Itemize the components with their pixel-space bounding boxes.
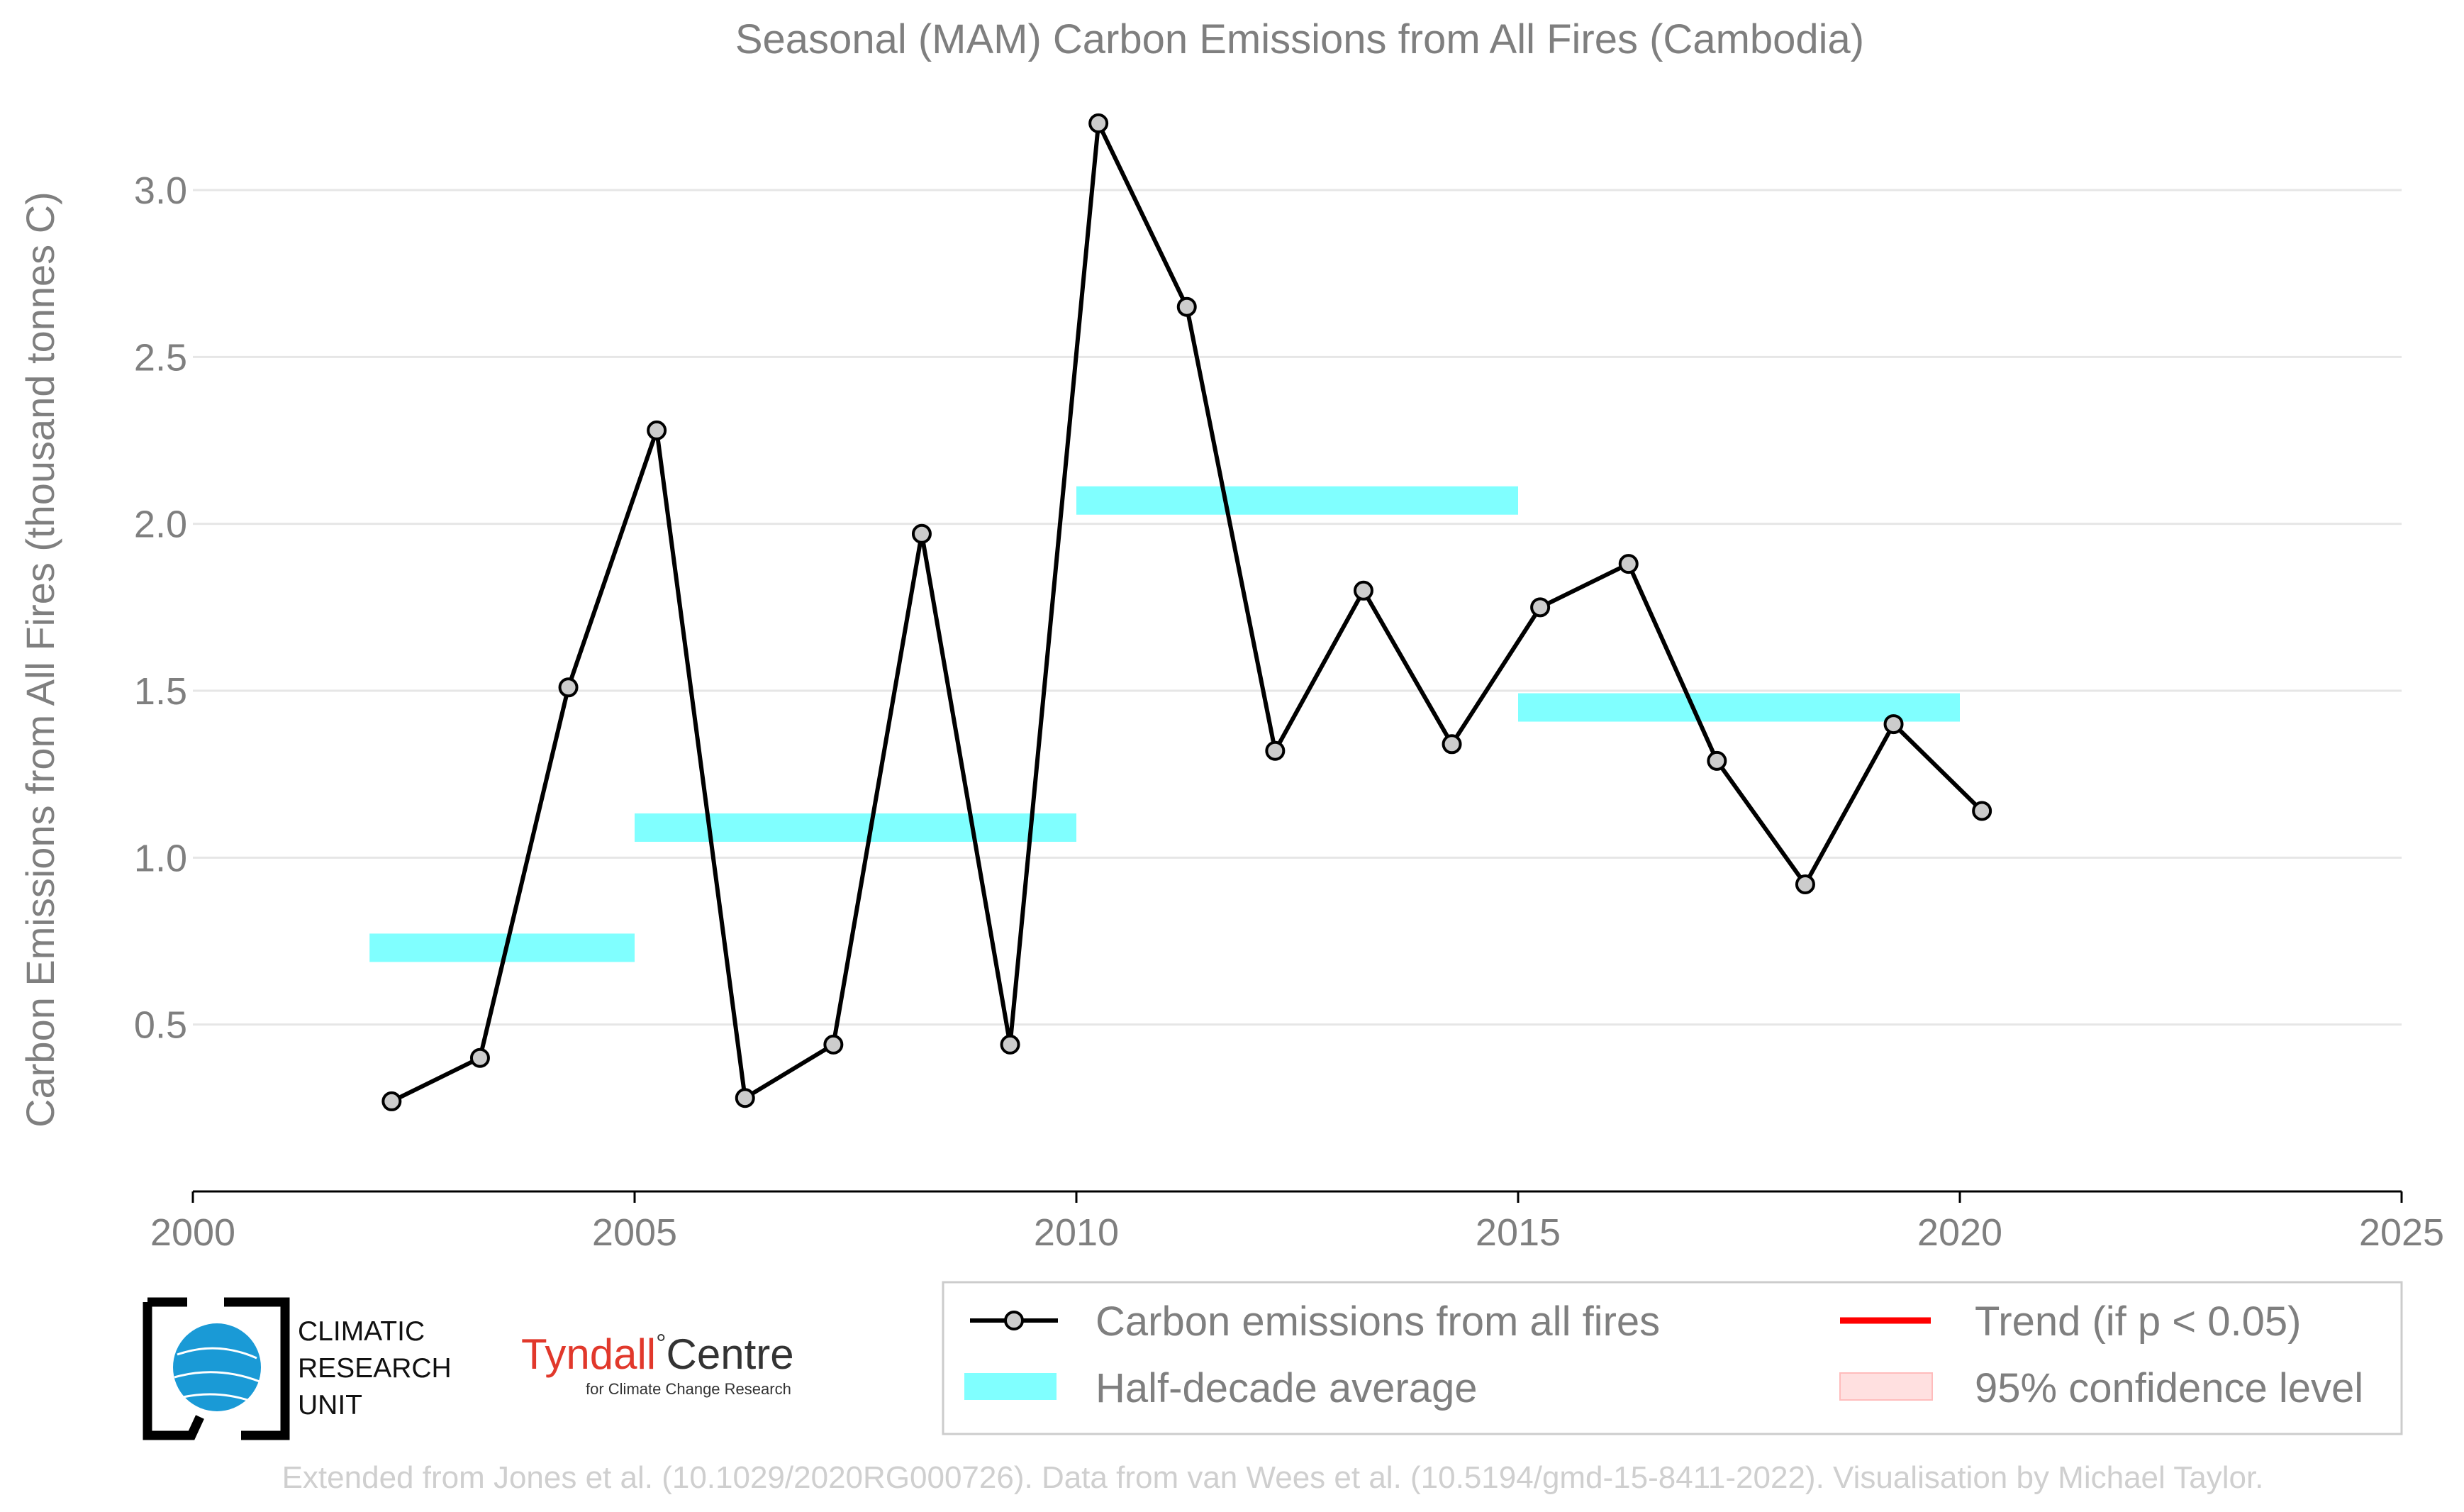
data-point-3 [647,420,667,440]
cru-logo: CLIMATIC RESEARCH UNIT [143,1297,452,1440]
legend-patch-confidence [1839,1372,1933,1401]
data-point-0 [381,1091,402,1111]
average-bar-1 [635,813,1076,842]
y-tick-label-3: 2.0 [134,504,187,546]
cru-logo-line1: CLIMATIC [298,1316,425,1347]
x-tick-label-5: 2025 [2359,1211,2444,1254]
legend-label-confidence: 95% confidence level [1975,1365,2363,1411]
data-point-8 [1088,113,1109,133]
data-point-18 [1972,801,1992,821]
legend: Carbon emissions from all fires Half-dec… [942,1281,2403,1435]
x-tick-label-3: 2015 [1476,1211,1561,1254]
data-point-9 [1176,296,1197,317]
y-tick-label-4: 2.5 [134,336,187,379]
y-ticks: 0.5 1.0 1.5 2.0 2.5 3.0 [134,169,187,1047]
x-tick-label-2: 2010 [1034,1211,1119,1254]
x-tick-label-0: 2000 [150,1211,235,1254]
data-point-15 [1707,750,1727,771]
footer-credits: Extended from Jones et al. (10.1029/2020… [282,1460,2264,1495]
data-point-6 [911,523,932,544]
cru-logo-bracket-left [143,1302,204,1440]
data-point-7 [1000,1034,1020,1055]
tyndall-logo: Tyndall°Centre for Climate Change Resear… [521,1328,794,1398]
cru-logo-line3: UNIT [298,1390,362,1421]
data-point-12 [1442,734,1462,755]
cru-globe-icon [173,1323,261,1411]
y-axis-label: Carbon Emissions from All Fires (thousan… [18,191,62,1128]
legend-label-average: Half-decade average [1096,1365,1477,1411]
tyndall-logo-centre: Centre [667,1330,794,1378]
cru-logo-bracket-right [224,1297,290,1440]
data-point-4 [735,1088,755,1108]
x-ticks: 2000 2005 2010 2015 2020 2025 [150,1191,2444,1254]
chart-title: Seasonal (MAM) Carbon Emissions from All… [735,16,1864,62]
legend-label-emissions: Carbon emissions from all fires [1096,1299,1660,1345]
half-decade-averages [369,486,1960,962]
legend-marker-emissions [1004,1311,1024,1330]
data-point-10 [1265,740,1286,761]
legend-label-trend: Trend (if p < 0.05) [1975,1299,2301,1345]
legend-patch-average [964,1373,1057,1400]
series-layer [381,113,1992,1111]
y-tick-label-5: 3.0 [134,169,187,212]
x-tick-label-1: 2005 [592,1211,677,1254]
data-point-11 [1353,580,1373,601]
average-bar-3 [1518,693,1960,722]
cru-globe-lines-icon [174,1347,260,1402]
data-point-13 [1530,597,1551,618]
data-point-16 [1795,874,1815,894]
x-tick-label-4: 2020 [1917,1211,2002,1254]
data-point-5 [823,1034,844,1055]
tyndall-logo-degree: ° [656,1328,666,1357]
y-tick-label-0: 0.5 [134,1004,187,1047]
data-point-14 [1618,554,1639,574]
tyndall-logo-sub: for Climate Change Research [586,1380,791,1398]
data-point-2 [558,677,579,698]
gridlines [193,189,2402,1026]
tyndall-logo-main: Tyndall°Centre [521,1328,794,1378]
data-point-1 [469,1047,490,1068]
legend-box [942,1281,2403,1435]
average-bar-2 [1076,486,1518,515]
data-point-17 [1883,714,1904,735]
y-tick-label-1: 1.0 [134,837,187,879]
cru-logo-line2: RESEARCH [298,1353,452,1384]
y-tick-label-2: 1.5 [134,670,187,713]
